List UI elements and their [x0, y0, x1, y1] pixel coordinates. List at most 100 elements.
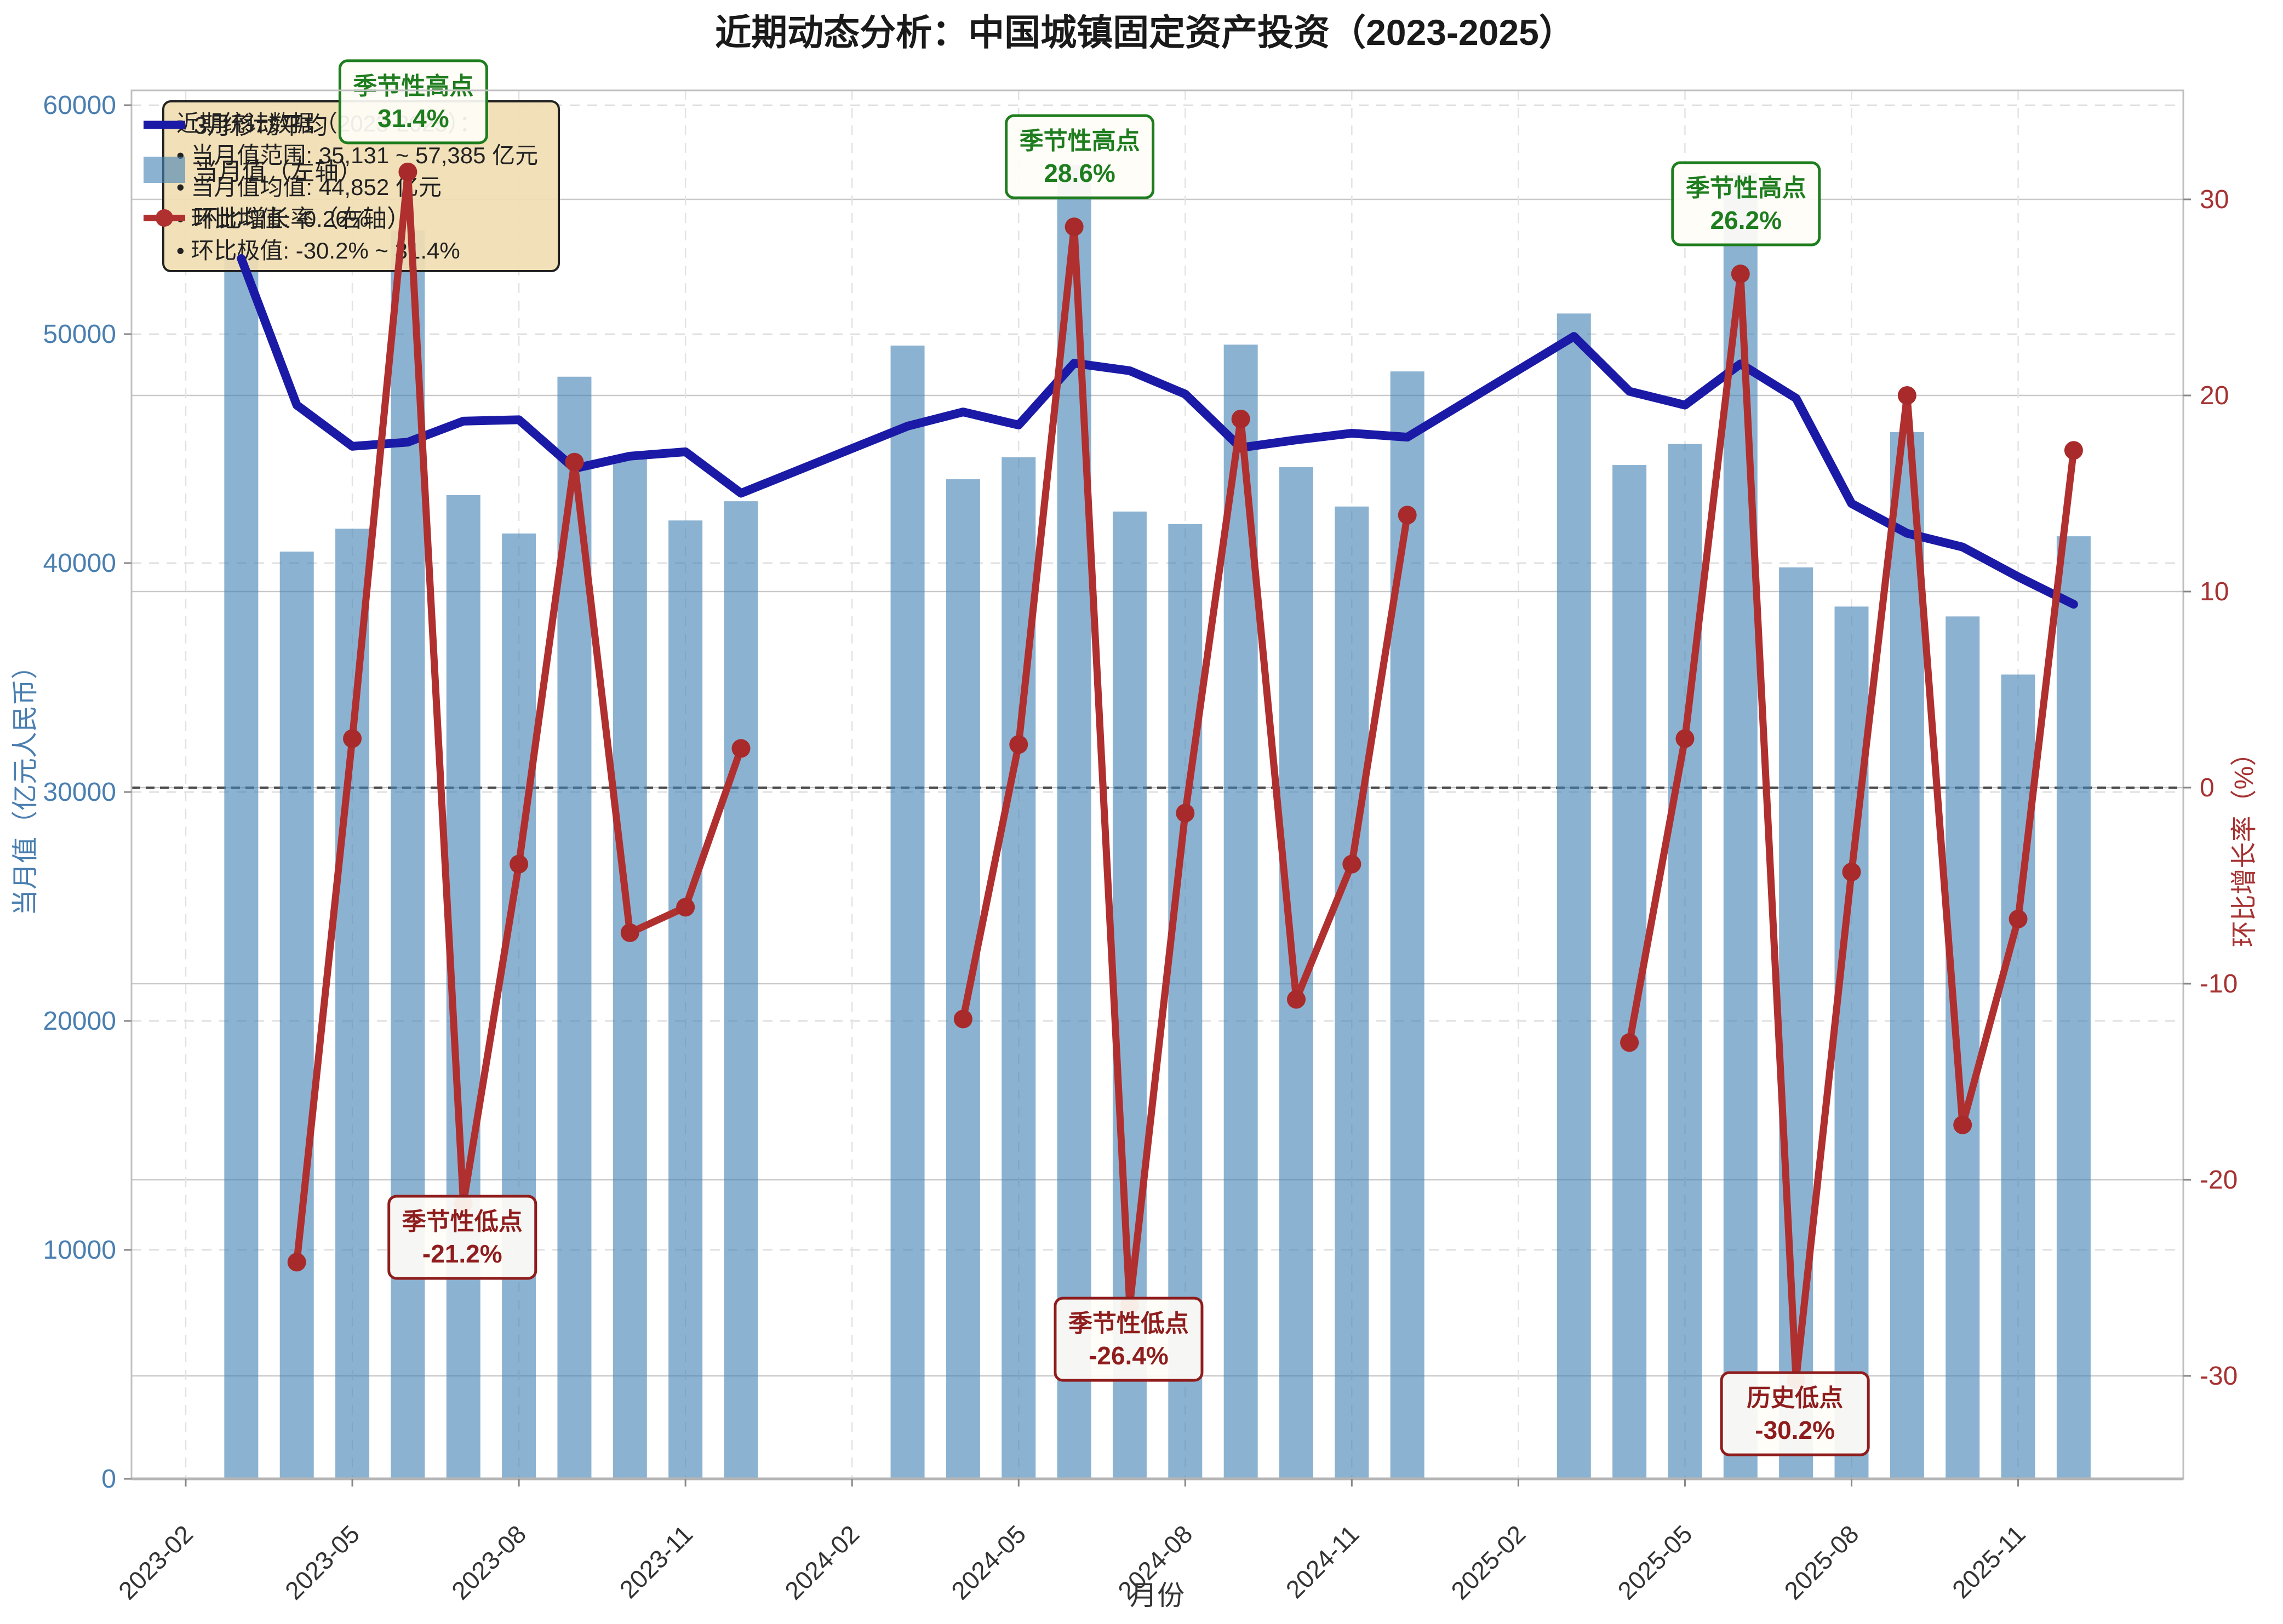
mom-growth-point	[1065, 217, 1084, 237]
annotation-2024-07: 季节性低点 -26.4%	[1054, 1296, 1204, 1382]
x-tick-label: 2024-02	[779, 1519, 865, 1605]
left-tick-label: 0	[101, 1465, 116, 1494]
mom-growth-point	[1675, 729, 1695, 748]
left-tick-label: 50000	[43, 320, 116, 349]
bar-2023-08	[502, 533, 536, 1479]
left-tick-label: 10000	[43, 1236, 116, 1265]
annotations-layer: 季节性高点 31.4% 季节性低点 -21.2% 季节性高点 28.6% 季节性低点 -26.…	[338, 59, 1870, 1456]
mom-growth-point	[1176, 804, 1195, 823]
legend-label: 当月值（左轴）	[194, 158, 363, 185]
mom-growth-point	[676, 898, 695, 917]
annotation-2025-07: 历史低点 -30.2%	[1720, 1371, 1870, 1456]
bar-2023-12	[724, 501, 758, 1479]
legend-label: 3月移动平均	[194, 112, 328, 139]
bar-2025-09	[1890, 432, 1924, 1479]
bar-2024-04	[946, 479, 980, 1479]
mom-growth-point	[510, 854, 529, 874]
right-tick-label: -10	[2200, 969, 2238, 998]
annotation-value: -26.4%	[1089, 1341, 1169, 1370]
moving-average-line	[237, 254, 2078, 609]
bar-2024-12	[1390, 371, 1424, 1479]
left-tick-label: 40000	[43, 549, 116, 578]
stats-box-line: • 环比均值: -0.26%	[176, 206, 369, 232]
x-tick-label: 2025-05	[1612, 1519, 1697, 1605]
mom-growth-point	[731, 739, 751, 758]
left-tick-label: 60000	[43, 91, 116, 120]
mom-growth-point	[1731, 265, 1750, 284]
mom-growth-point	[565, 452, 584, 472]
mom-growth-point	[1398, 506, 1417, 525]
x-tick-label: 2023-05	[279, 1519, 365, 1605]
x-tick-label: 2025-02	[1445, 1519, 1531, 1605]
annotation-2023-07: 季节性低点 -21.2%	[387, 1195, 537, 1280]
x-axis-label: 月份	[1130, 1580, 1185, 1611]
annotation-label: 季节性高点	[1686, 175, 1806, 202]
annotation-box	[1005, 114, 1155, 199]
bar-2025-08	[1834, 606, 1869, 1479]
left-tick-label: 30000	[43, 778, 116, 807]
annotation-value: -21.2%	[422, 1239, 502, 1268]
legend-swatch-marker	[156, 209, 173, 227]
mom-growth-point	[287, 1253, 306, 1272]
mom-growth-point	[1620, 1033, 1639, 1052]
mom-growth-point	[620, 923, 639, 942]
annotation-value: 31.4%	[377, 104, 449, 133]
annotation-box	[338, 59, 488, 145]
bar-2023-10	[613, 458, 647, 1479]
right-tick-label: 20	[2200, 381, 2229, 410]
left-tick-label: 20000	[43, 1007, 116, 1036]
x-tick-label: 2023-08	[446, 1519, 531, 1605]
right-tick-label: 10	[2200, 577, 2229, 606]
bar-2024-03	[890, 345, 925, 1479]
x-tick-label: 2025-08	[1778, 1519, 1864, 1605]
mom-growth-point	[343, 729, 362, 748]
stats-box-line: • 环比极值: -30.2% ~ 31.4%	[176, 238, 460, 263]
mom-growth-point	[2009, 909, 2028, 928]
bar-2025-05	[1668, 444, 1702, 1479]
annotation-label: 季节性低点	[1068, 1310, 1189, 1337]
bar-2023-11	[668, 520, 703, 1479]
legend-swatch-bar	[144, 157, 185, 183]
chart-title: 近期动态分析：中国城镇固定资产投资（2023-2025）	[715, 12, 1575, 53]
stats-box-line: • 当月值范围: 35,131 ~ 57,385 亿元	[176, 142, 538, 168]
annotation-label: 季节性低点	[402, 1208, 523, 1235]
annotation-box	[387, 1195, 537, 1280]
annotation-value: 28.6%	[1044, 159, 1115, 187]
annotation-label: 历史低点	[1747, 1385, 1843, 1411]
annotation-value: 26.2%	[1710, 206, 1782, 234]
bar-2025-12	[2056, 536, 2091, 1479]
annotation-label: 季节性高点	[1020, 128, 1140, 154]
stats-box-line: • 当月值均值: 44,852 亿元	[176, 174, 442, 200]
mom-growth-point	[1287, 990, 1306, 1009]
legend-label: 环比增长率（右轴）	[194, 205, 411, 232]
x-tick-label: 2024-11	[1280, 1519, 1365, 1604]
annotation-label: 季节性高点	[353, 73, 473, 100]
right-tick-label: -30	[2200, 1362, 2238, 1391]
annotation-box	[1720, 1371, 1870, 1456]
x-tick-label: 2023-02	[113, 1519, 198, 1605]
annotation-2025-06: 季节性高点 26.2%	[1671, 161, 1821, 246]
right-y-axis-label: 环比增长率（%）	[2230, 740, 2259, 948]
mom-growth-point	[953, 1009, 972, 1029]
x-tick-label: 2023-11	[614, 1519, 698, 1604]
left-y-axis-label: 当月值（亿元人民币）	[11, 653, 40, 916]
mom-growth-point	[398, 162, 417, 181]
right-tick-label: 0	[2200, 773, 2215, 802]
bar-2024-11	[1335, 506, 1369, 1479]
annotation-box	[1671, 161, 1821, 246]
bars-layer	[224, 165, 2091, 1479]
bar-2025-10	[1946, 616, 1980, 1479]
x-tick-label: 2025-11	[1947, 1519, 2031, 1604]
mom-growth-point	[2064, 441, 2083, 460]
bar-2023-05	[335, 529, 370, 1479]
annotation-box	[1054, 1296, 1204, 1382]
x-tick-label: 2024-05	[946, 1519, 1031, 1605]
mom-growth-point	[1342, 854, 1361, 874]
annotation-2023-06: 季节性高点 31.4%	[338, 59, 488, 145]
annotation-value: -30.2%	[1755, 1416, 1835, 1444]
bar-2023-03	[224, 256, 259, 1479]
mom-growth-point	[1009, 735, 1028, 754]
